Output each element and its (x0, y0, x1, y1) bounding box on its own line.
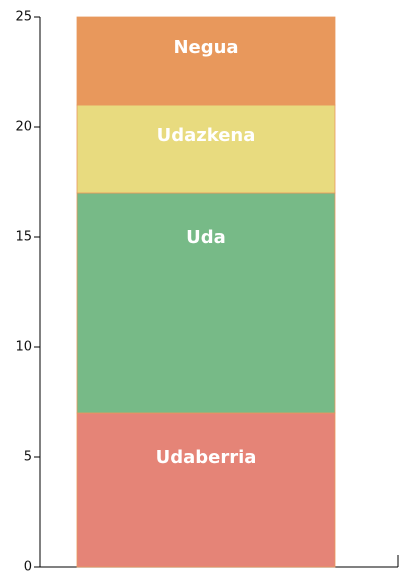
y-tick-label: 10 (15, 340, 32, 355)
bar-segment (76, 412, 336, 568)
y-tick-label: 25 (15, 10, 32, 25)
bar-segment (76, 192, 336, 414)
y-tick-label: 15 (15, 230, 32, 245)
segment-label: Uda (186, 227, 226, 248)
y-tick-label: 5 (24, 450, 32, 465)
segment-label: Negua (173, 37, 238, 58)
y-tick-label: 0 (24, 560, 32, 572)
y-tick-label: 20 (15, 120, 32, 135)
bar-segment (76, 16, 336, 106)
bar-segment (76, 104, 336, 194)
segment-label: Udazkena (157, 125, 256, 146)
segment-label: Udaberria (156, 447, 257, 468)
